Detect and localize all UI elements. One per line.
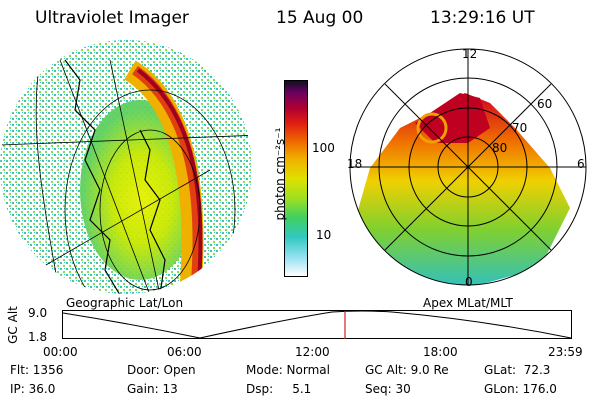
mlt-label-6: 6 [577,157,585,171]
xtick-1200: 12:00 [295,345,330,359]
xtick-0000: 00:00 [43,345,78,359]
date-label: 15 Aug 00 [276,8,364,28]
altitude-plot [62,310,572,339]
lat-label-80: 80 [492,141,508,155]
lat-label-70: 70 [512,121,528,135]
info-gcalt: GC Alt: 9.0 Re [365,363,449,377]
left-caption: Geographic Lat/Lon [66,296,184,310]
right-caption: Apex MLat/MLT [423,296,513,310]
colorbar [284,80,308,277]
altitude-ylabel: GC Alt [5,306,20,344]
polar-plot [349,48,587,286]
info-gain: Gain: 13 [127,382,178,396]
info-seq: Seq: 30 [365,382,411,396]
colorbar-unit-label: photon cm⁻²s⁻¹ [273,127,287,221]
time-label: 13:29:16 UT [430,8,535,28]
info-dsp: Dsp: 5.1 [246,382,312,396]
altitude-ytick-bottom: 1.8 [28,330,48,344]
info-glon: GLon: 176.0 [484,382,557,396]
mlt-label-12: 12 [462,47,478,61]
lat-label-60: 60 [537,97,553,111]
info-door: Door: Open [127,363,196,377]
info-mode: Mode: Normal [246,363,330,377]
colorbar-tick-100: 100 [312,141,335,155]
mlt-label-0: 0 [465,275,473,289]
colorbar-tick-10: 10 [316,228,332,242]
geographic-image [0,40,252,294]
mlt-label-18: 18 [347,157,363,171]
instrument-title: Ultraviolet Imager [35,8,189,28]
xtick-1800: 18:00 [423,345,458,359]
xtick-2359: 23:59 [548,345,583,359]
info-glat: GLat: 72.3 [484,363,551,377]
info-flt: Flt: 1356 [10,363,64,377]
info-ip: IP: 36.0 [10,382,56,396]
altitude-ytick-top: 9.0 [28,306,48,320]
xtick-0600: 06:00 [167,345,202,359]
